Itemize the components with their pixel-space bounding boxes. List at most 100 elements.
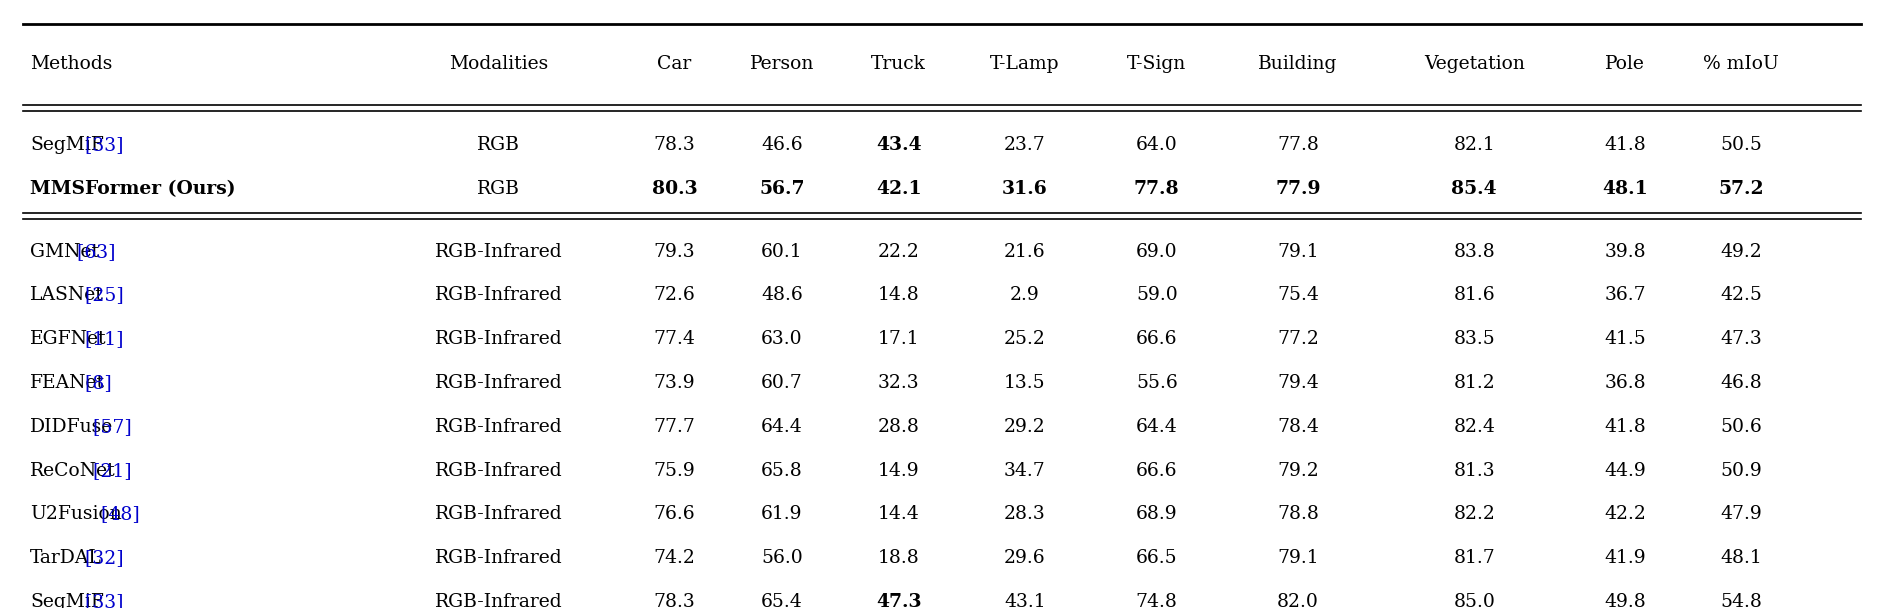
Text: 49.2: 49.2 — [1720, 243, 1762, 261]
Text: 48.6: 48.6 — [761, 286, 803, 305]
Text: 46.8: 46.8 — [1720, 374, 1762, 392]
Text: 49.8: 49.8 — [1603, 593, 1647, 608]
Text: 42.5: 42.5 — [1720, 286, 1762, 305]
Text: 78.3: 78.3 — [654, 136, 695, 154]
Text: 65.4: 65.4 — [761, 593, 803, 608]
Text: 47.3: 47.3 — [876, 593, 921, 608]
Text: RGB: RGB — [477, 180, 520, 198]
Text: [48]: [48] — [94, 505, 139, 523]
Text: 82.4: 82.4 — [1453, 418, 1496, 436]
Text: 81.3: 81.3 — [1453, 461, 1496, 480]
Text: % mIoU: % mIoU — [1703, 55, 1778, 73]
Text: 72.6: 72.6 — [654, 286, 695, 305]
Text: 23.7: 23.7 — [1004, 136, 1046, 154]
Text: 42.1: 42.1 — [876, 180, 921, 198]
Text: SegMiF: SegMiF — [30, 136, 104, 154]
Text: 78.3: 78.3 — [654, 593, 695, 608]
Text: 28.3: 28.3 — [1004, 505, 1046, 523]
Text: 74.8: 74.8 — [1136, 593, 1178, 608]
Text: 48.1: 48.1 — [1720, 549, 1762, 567]
Text: 59.0: 59.0 — [1136, 286, 1178, 305]
Text: 77.8: 77.8 — [1277, 136, 1319, 154]
Text: 25.2: 25.2 — [1004, 330, 1046, 348]
Text: 85.4: 85.4 — [1451, 180, 1498, 198]
Text: 81.6: 81.6 — [1453, 286, 1496, 305]
Text: 77.7: 77.7 — [654, 418, 695, 436]
Text: [33]: [33] — [79, 593, 122, 608]
Text: 77.9: 77.9 — [1275, 180, 1321, 198]
Text: 28.8: 28.8 — [878, 418, 919, 436]
Text: 42.2: 42.2 — [1603, 505, 1647, 523]
Text: 46.6: 46.6 — [761, 136, 803, 154]
Text: LASNet: LASNet — [30, 286, 104, 305]
Text: 83.8: 83.8 — [1453, 243, 1496, 261]
Text: 65.8: 65.8 — [761, 461, 803, 480]
Text: RGB-Infrared: RGB-Infrared — [435, 549, 561, 567]
Text: 64.4: 64.4 — [761, 418, 803, 436]
Text: 54.8: 54.8 — [1720, 593, 1762, 608]
Text: 14.8: 14.8 — [878, 286, 919, 305]
Text: [25]: [25] — [79, 286, 124, 305]
Text: 39.8: 39.8 — [1603, 243, 1647, 261]
Text: 21.6: 21.6 — [1004, 243, 1046, 261]
Text: 79.1: 79.1 — [1277, 243, 1319, 261]
Text: 47.3: 47.3 — [1720, 330, 1762, 348]
Text: ReCoNet: ReCoNet — [30, 461, 115, 480]
Text: 77.4: 77.4 — [654, 330, 695, 348]
Text: 41.9: 41.9 — [1603, 549, 1647, 567]
Text: [8]: [8] — [79, 374, 111, 392]
Text: GMNet: GMNet — [30, 243, 100, 261]
Text: RGB-Infrared: RGB-Infrared — [435, 286, 561, 305]
Text: T-Sign: T-Sign — [1127, 55, 1187, 73]
Text: 41.5: 41.5 — [1603, 330, 1647, 348]
Text: RGB-Infrared: RGB-Infrared — [435, 330, 561, 348]
Text: Methods: Methods — [30, 55, 113, 73]
Text: 74.2: 74.2 — [654, 549, 695, 567]
Text: 29.2: 29.2 — [1004, 418, 1046, 436]
Text: U2Fusion: U2Fusion — [30, 505, 122, 523]
Text: 17.1: 17.1 — [878, 330, 919, 348]
Text: 56.0: 56.0 — [761, 549, 803, 567]
Text: 79.2: 79.2 — [1277, 461, 1319, 480]
Text: 78.4: 78.4 — [1277, 418, 1319, 436]
Text: 79.1: 79.1 — [1277, 549, 1319, 567]
Text: TarDAL: TarDAL — [30, 549, 102, 567]
Text: Truck: Truck — [870, 55, 927, 73]
Text: RGB-Infrared: RGB-Infrared — [435, 505, 561, 523]
Text: 13.5: 13.5 — [1004, 374, 1046, 392]
Text: 41.8: 41.8 — [1603, 136, 1647, 154]
Text: [57]: [57] — [87, 418, 132, 436]
Text: SegMiF: SegMiF — [30, 593, 104, 608]
Text: 32.3: 32.3 — [878, 374, 919, 392]
Text: 60.1: 60.1 — [761, 243, 803, 261]
Text: 83.5: 83.5 — [1453, 330, 1496, 348]
Text: 68.9: 68.9 — [1136, 505, 1178, 523]
Text: EGFNet: EGFNet — [30, 330, 107, 348]
Text: 34.7: 34.7 — [1004, 461, 1046, 480]
Text: 76.6: 76.6 — [654, 505, 695, 523]
Text: 66.6: 66.6 — [1136, 330, 1178, 348]
Text: 75.4: 75.4 — [1277, 286, 1319, 305]
Text: 14.4: 14.4 — [878, 505, 919, 523]
Text: 66.6: 66.6 — [1136, 461, 1178, 480]
Text: 43.4: 43.4 — [876, 136, 921, 154]
Text: Building: Building — [1259, 55, 1338, 73]
Text: 78.8: 78.8 — [1277, 505, 1319, 523]
Text: RGB-Infrared: RGB-Infrared — [435, 243, 561, 261]
Text: 57.2: 57.2 — [1718, 180, 1763, 198]
Text: [33]: [33] — [79, 136, 122, 154]
Text: 79.3: 79.3 — [654, 243, 695, 261]
Text: 80.3: 80.3 — [652, 180, 697, 198]
Text: 63.0: 63.0 — [761, 330, 803, 348]
Text: 18.8: 18.8 — [878, 549, 919, 567]
Text: RGB-Infrared: RGB-Infrared — [435, 374, 561, 392]
Text: 77.2: 77.2 — [1277, 330, 1319, 348]
Text: Car: Car — [658, 55, 691, 73]
Text: RGB-Infrared: RGB-Infrared — [435, 593, 561, 608]
Text: 47.9: 47.9 — [1720, 505, 1762, 523]
Text: 29.6: 29.6 — [1004, 549, 1046, 567]
Text: 81.2: 81.2 — [1453, 374, 1496, 392]
Text: DIDFuse: DIDFuse — [30, 418, 113, 436]
Text: Pole: Pole — [1605, 55, 1645, 73]
Text: 73.9: 73.9 — [654, 374, 695, 392]
